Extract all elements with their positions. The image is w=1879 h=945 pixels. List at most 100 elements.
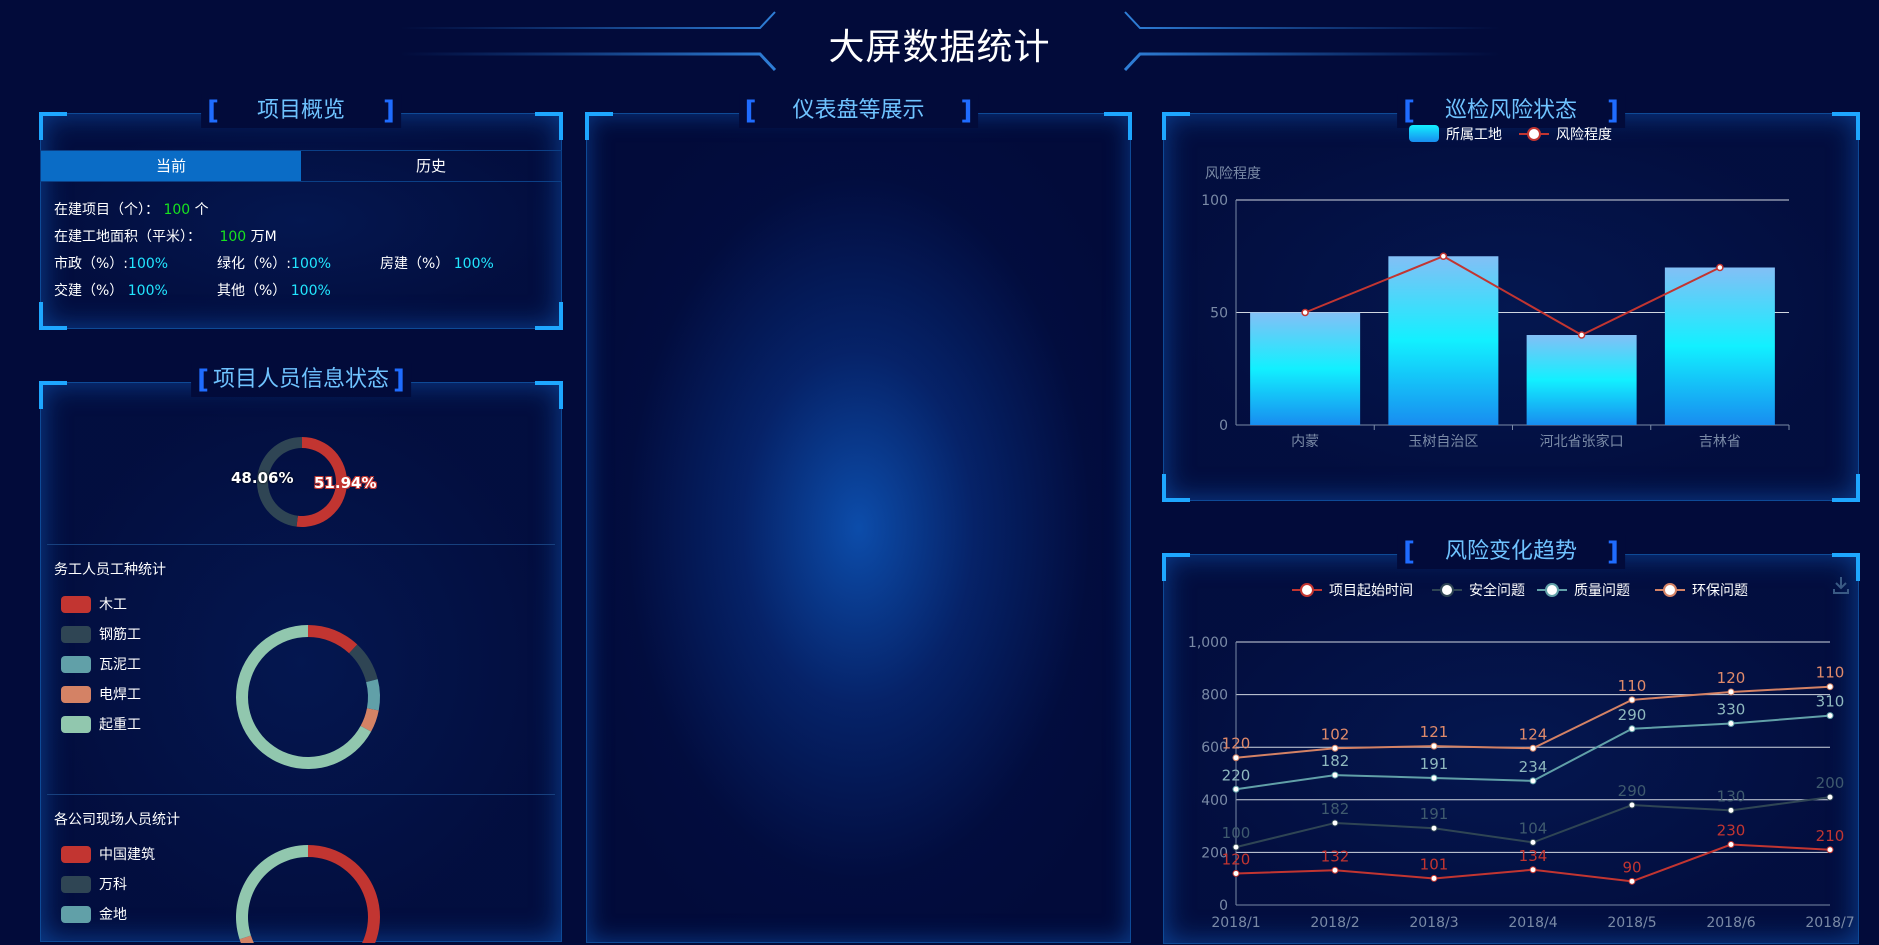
divider bbox=[47, 544, 555, 545]
projects-value: 100 bbox=[163, 202, 191, 218]
legend-swatch bbox=[61, 655, 91, 673]
data-label: 124 bbox=[1519, 725, 1548, 743]
y-tick-label: 0 bbox=[1219, 418, 1228, 434]
trade-slice bbox=[349, 644, 378, 683]
legend-label: 钢筋工 bbox=[99, 627, 141, 643]
x-tick-label: 河北省张家口 bbox=[1540, 433, 1624, 450]
data-label: 120 bbox=[1717, 669, 1746, 687]
legend-swatch bbox=[61, 595, 91, 613]
trade-legend-item[interactable]: 起重工 bbox=[61, 714, 141, 734]
x-tick-label: 2018/5 bbox=[1607, 915, 1656, 931]
trend-point bbox=[1628, 725, 1636, 733]
trend-point bbox=[1529, 777, 1537, 785]
legend-swatch bbox=[61, 875, 91, 893]
projects-row: 在建项目（个）： 100 个 bbox=[54, 202, 209, 218]
legend-label: 万科 bbox=[99, 877, 127, 893]
trend-point bbox=[1430, 742, 1438, 750]
data-label: 220 bbox=[1222, 766, 1251, 784]
gender-right-pct: 51.94% bbox=[314, 474, 377, 492]
panel-title: [仪表盘等展示] bbox=[738, 94, 979, 128]
data-label: 102 bbox=[1321, 725, 1350, 743]
header-decoration bbox=[400, 11, 1500, 72]
bar bbox=[1526, 335, 1637, 425]
company-slice bbox=[239, 935, 254, 943]
personnel-panel: [项目人员信息状态] 48.06% 51.94% 务工人员工种统计 木工钢筋工瓦… bbox=[39, 363, 563, 943]
legend-item-site[interactable]: 所属工地 bbox=[1409, 125, 1502, 143]
trade-legend-item[interactable]: 钢筋工 bbox=[61, 624, 141, 644]
company-slice bbox=[308, 845, 380, 943]
bar bbox=[1250, 312, 1361, 425]
trend-point bbox=[1331, 771, 1339, 779]
trend-legend-item[interactable]: 项目起始时间 bbox=[1292, 583, 1413, 599]
data-label: 330 bbox=[1717, 701, 1746, 719]
data-label: 290 bbox=[1618, 706, 1647, 724]
trend-point bbox=[1232, 785, 1240, 793]
dashboard-panel: [仪表盘等展示] bbox=[585, 94, 1132, 943]
gender-left-pct: 48.06% bbox=[231, 469, 294, 487]
trend-legend-item[interactable]: 质量问题 bbox=[1537, 583, 1630, 599]
traffic-stat: 交建（%） 100% bbox=[54, 283, 168, 299]
legend-swatch bbox=[61, 625, 91, 643]
company-legend-item[interactable]: 金地 bbox=[61, 904, 127, 924]
trade-legend-item[interactable]: 木工 bbox=[61, 594, 127, 614]
data-label: 310 bbox=[1816, 693, 1845, 711]
y-tick-label: 0 bbox=[1219, 898, 1228, 914]
data-label: 101 bbox=[1420, 855, 1449, 873]
trend-point bbox=[1232, 843, 1240, 851]
trend-legend-item[interactable]: 环保问题 bbox=[1655, 583, 1748, 599]
trend-point bbox=[1331, 744, 1339, 752]
legend-label: 金地 bbox=[99, 907, 127, 923]
tab-history[interactable]: 历史 bbox=[415, 157, 446, 175]
company-slice bbox=[236, 845, 308, 940]
risk-point bbox=[1577, 331, 1586, 339]
data-label: 120 bbox=[1222, 850, 1251, 868]
trade-legend-item[interactable]: 瓦泥工 bbox=[61, 654, 141, 674]
trend-point bbox=[1628, 696, 1636, 704]
area-value: 100 bbox=[219, 229, 247, 245]
tab-current[interactable]: 当前 bbox=[41, 151, 301, 181]
page-title: 大屏数据统计 bbox=[828, 27, 1051, 68]
data-label: 290 bbox=[1618, 782, 1647, 800]
trend-point bbox=[1430, 874, 1438, 882]
trend-point bbox=[1826, 846, 1834, 854]
trend-point bbox=[1529, 866, 1537, 874]
data-label: 90 bbox=[1622, 858, 1641, 876]
data-label: 191 bbox=[1420, 755, 1449, 773]
data-label: 130 bbox=[1717, 787, 1746, 805]
trend-point bbox=[1430, 774, 1438, 782]
y-axis-label: 风险程度 bbox=[1205, 166, 1261, 182]
dashboard-glow bbox=[586, 113, 1131, 943]
svg-text:质量问题: 质量问题 bbox=[1574, 583, 1630, 599]
bar bbox=[1388, 256, 1499, 425]
trend-point bbox=[1232, 869, 1240, 877]
data-label: 182 bbox=[1321, 752, 1350, 770]
trend-point bbox=[1529, 744, 1537, 752]
trend-legend-item[interactable]: 安全问题 bbox=[1432, 582, 1525, 599]
legend-item-risk[interactable]: 风险程度 bbox=[1519, 127, 1612, 143]
trend-panel: [风险变化趋势] 项目起始时间 安全问题 质量问题 环保问题 0 200 400 600 800… bbox=[1162, 535, 1860, 944]
company-legend-item[interactable]: 中国建筑 bbox=[61, 844, 155, 864]
gender-slice bbox=[296, 437, 348, 527]
y-tick-label: 600 bbox=[1201, 740, 1228, 756]
trend-point bbox=[1430, 824, 1438, 832]
trade-slice bbox=[360, 708, 379, 732]
trade-slice bbox=[366, 679, 380, 711]
data-label: 110 bbox=[1618, 677, 1647, 695]
bar bbox=[1664, 267, 1775, 425]
x-tick-label: 内蒙 bbox=[1291, 434, 1319, 450]
download-icon[interactable] bbox=[1832, 575, 1850, 595]
data-label: 191 bbox=[1420, 805, 1449, 823]
y-tick-label: 800 bbox=[1201, 688, 1228, 704]
gender-slice bbox=[257, 437, 302, 527]
company-legend-item[interactable]: 万科 bbox=[61, 874, 127, 894]
trade-section-title: 务工人员工种统计 bbox=[54, 562, 166, 578]
risk-point bbox=[1301, 308, 1309, 317]
panel-title: [项目人员信息状态] bbox=[191, 363, 411, 397]
legend-swatch bbox=[61, 715, 91, 733]
x-tick-label: 2018/1 bbox=[1211, 915, 1260, 931]
legend-label: 中国建筑 bbox=[99, 847, 155, 863]
trend-point bbox=[1529, 838, 1537, 846]
trend-point bbox=[1826, 793, 1834, 801]
trade-legend-item[interactable]: 电焊工 bbox=[61, 684, 141, 704]
